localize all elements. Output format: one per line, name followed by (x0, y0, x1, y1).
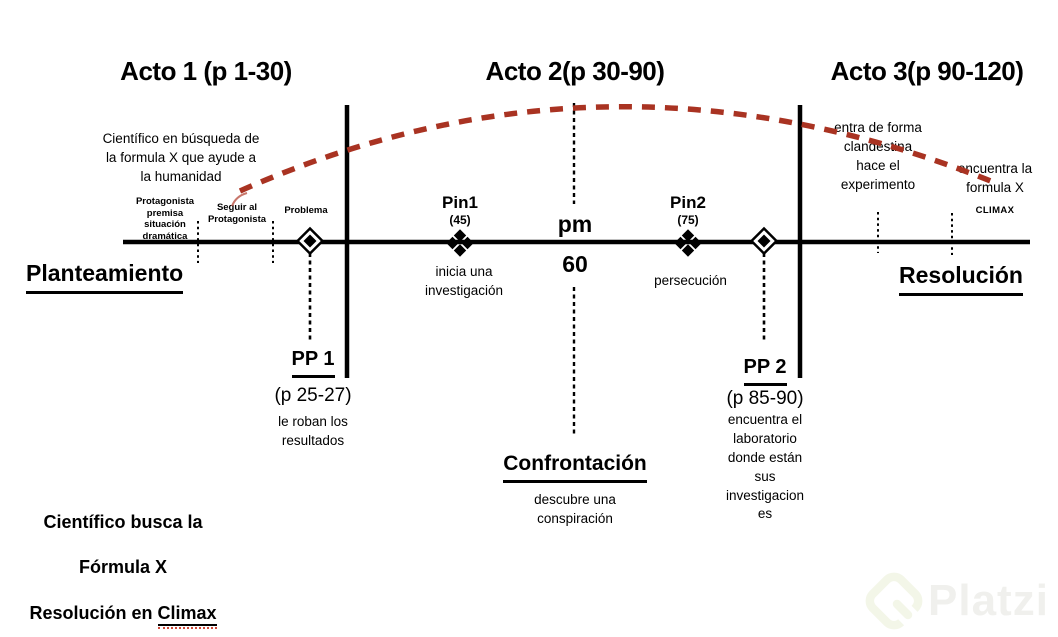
act1-description: Científico en búsqueda de la formula X q… (102, 131, 260, 184)
pin1-title: Pin1 (442, 193, 478, 212)
beat-seguir-label: Seguir al Protagonista (207, 202, 267, 225)
platzi-diamond-hook (892, 599, 913, 620)
pin2-note: persecución (654, 273, 727, 288)
pin1-note: inicia una investigación (424, 264, 504, 298)
midpoint-label: pm (557, 211, 593, 237)
summary-note: Científico busca la Fórmula X Resolución… (8, 511, 238, 629)
pp2-pages: (p 85-90) (726, 388, 804, 409)
pin2-title: Pin2 (670, 193, 706, 212)
confrontacion-text: Confrontación (503, 450, 647, 483)
act3-note-formula: encuentra la formula X (957, 161, 1033, 195)
pp2-diamond-outline (749, 226, 779, 256)
act3-title: Acto 3(p 90-120) (830, 56, 1024, 86)
problema-diamond-marker (295, 226, 325, 256)
summary-line3-prefix: Resolución en (29, 602, 158, 623)
act3-note-clandestina: entra de forma clandestina hace el exper… (834, 120, 922, 192)
pp1-title: PP 1 (263, 346, 363, 378)
problema-diamond-outline (295, 226, 325, 256)
summary-climax: Climax (157, 602, 217, 629)
resolucion-label: Resolución (861, 260, 1058, 296)
act2-title: Acto 2(p 30-90) (485, 56, 665, 86)
climax-label: CLIMAX (975, 205, 1015, 216)
confrontacion-note: descubre una conspiración (534, 492, 616, 526)
planteamiento-text: Planteamiento (26, 258, 184, 294)
resolucion-text: Resolución (899, 260, 1023, 296)
platzi-logo-icon (865, 572, 923, 630)
pp2-diamond-core (757, 234, 771, 248)
summary-line1: Científico busca la (43, 512, 203, 532)
pp2-note: encuentra el laboratorio donde están sus… (725, 412, 805, 522)
pin2-page: (75) (677, 213, 699, 227)
pp1-pages: (p 25-27) (274, 385, 352, 406)
pin2-marker (674, 229, 702, 257)
planteamiento-label: Planteamiento (26, 258, 184, 294)
confrontacion-label: Confrontación (475, 450, 675, 483)
midpoint-page: 60 (562, 251, 588, 277)
pin1-marker (446, 229, 474, 257)
beat-problema-label: Problema (284, 205, 328, 216)
problema-diamond-core (303, 234, 317, 248)
summary-line2: Fórmula X (78, 557, 167, 578)
pp1-title-text: PP 1 (291, 346, 335, 378)
pp2-title: PP 2 (715, 354, 815, 386)
beat-protagonista-label: Protagonista premisa situación dramática (135, 196, 195, 242)
pp2-title-text: PP 2 (743, 354, 787, 386)
platzi-wordmark: Platzi (928, 576, 1049, 625)
pp1-note: le roban los resultados (278, 414, 348, 448)
pin1-page: (45) (449, 213, 471, 227)
pp2-diamond-marker (749, 226, 779, 256)
act1-title: Acto 1 (p 1-30) (120, 56, 292, 86)
